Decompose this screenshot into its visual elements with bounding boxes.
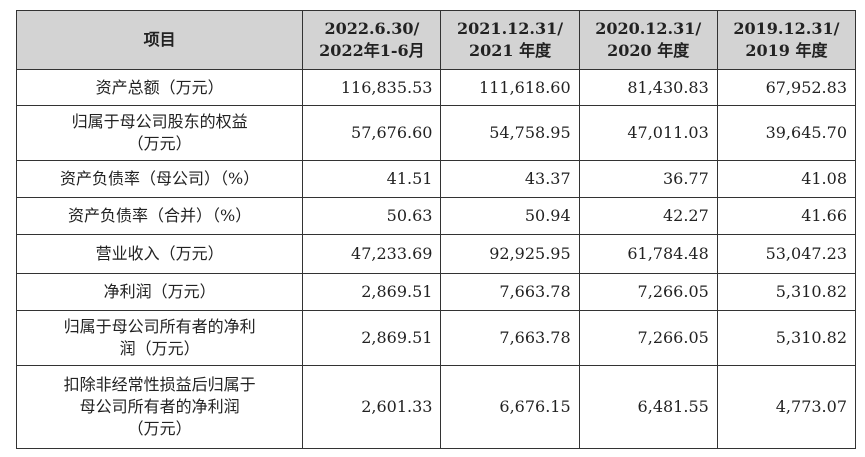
row-label: 资产负债率（合并）（%） [15,197,304,235]
table-row: 营业收入（万元） 47,233.69 92,925.95 61,784.48 5… [15,234,857,274]
row-label-line: 资产负债率（合并）（%） [68,206,252,225]
header-period-4: 2019.12.31/ 2019 年度 [716,10,857,70]
table-row: 资产负债率（合并）（%） 50.63 50.94 42.27 41.66 [15,197,857,235]
cell-value: 116,835.53 [302,69,442,106]
cell-value: 2,869.51 [302,310,442,366]
cell-value: 7,266.05 [578,310,718,366]
cell-value: 92,925.95 [440,234,580,274]
row-label: 扣除非经常性损益后归属于 母公司所有者的净利润 （万元） [15,365,304,449]
cell-value: 5,310.82 [716,310,857,366]
header-period-line2: 2020 年度 [607,41,690,60]
row-label-line: （万元） [127,419,192,438]
table-row: 归属于母公司股东的权益 （万元） 57,676.60 54,758.95 47,… [15,105,857,161]
cell-value: 67,952.83 [716,69,857,106]
header-period-line2: 2019 年度 [745,41,828,60]
row-label-line: 净利润（万元） [103,282,216,301]
cell-value: 7,266.05 [578,273,718,311]
cell-value: 2,601.33 [302,365,442,449]
cell-value: 5,310.82 [716,273,857,311]
header-period-line2: 2021 年度 [469,41,552,60]
header-period-3: 2020.12.31/ 2020 年度 [578,10,718,70]
cell-value: 43.37 [440,160,580,198]
row-label-line: 母公司所有者的净利润 [79,397,240,416]
cell-value: 47,011.03 [578,105,718,161]
cell-value: 42.27 [578,197,718,235]
cell-value: 6,481.55 [578,365,718,449]
table-row: 资产负债率（母公司）（%） 41.51 43.37 36.77 41.08 [15,160,857,198]
header-period-line1: 2020.12.31/ [595,19,702,38]
row-label: 归属于母公司股东的权益 （万元） [15,105,304,161]
cell-value: 36.77 [578,160,718,198]
row-label-line: 扣除非经常性损益后归属于 [63,375,256,394]
header-period-line1: 2022.6.30/ [324,19,420,38]
row-label: 资产负债率（母公司）（%） [15,160,304,198]
row-label-line: 润（万元） [119,339,200,358]
cell-value: 47,233.69 [302,234,442,274]
cell-value: 7,663.78 [440,310,580,366]
cell-value: 41.51 [302,160,442,198]
cell-value: 57,676.60 [302,105,442,161]
header-period-2: 2021.12.31/ 2021 年度 [440,10,580,70]
table-row: 归属于母公司所有者的净利 润（万元） 2,869.51 7,663.78 7,2… [15,310,857,366]
cell-value: 41.08 [716,160,857,198]
table-row: 净利润（万元） 2,869.51 7,663.78 7,266.05 5,310… [15,273,857,311]
row-label: 营业收入（万元） [15,234,304,274]
header-item: 项目 [15,10,304,70]
table-row: 扣除非经常性损益后归属于 母公司所有者的净利润 （万元） 2,601.33 6,… [15,365,857,449]
cell-value: 7,663.78 [440,273,580,311]
cell-value: 81,430.83 [578,69,718,106]
cell-value: 50.94 [440,197,580,235]
cell-value: 2,869.51 [302,273,442,311]
row-label: 归属于母公司所有者的净利 润（万元） [15,310,304,366]
row-label-line: 归属于母公司所有者的净利 [63,317,256,336]
cell-value: 4,773.07 [716,365,857,449]
cell-value: 53,047.23 [716,234,857,274]
header-period-line1: 2019.12.31/ [733,19,840,38]
cell-value: 41.66 [716,197,857,235]
row-label-line: 资产总额（万元） [95,77,224,97]
cell-value: 61,784.48 [578,234,718,274]
financial-summary-table: 项目 2022.6.30/ 2022年1-6月 2021.12.31/ 2021… [15,10,857,449]
cell-value: 54,758.95 [440,105,580,161]
header-period-line1: 2021.12.31/ [457,19,564,38]
cell-value: 39,645.70 [716,105,857,161]
header-row: 项目 2022.6.30/ 2022年1-6月 2021.12.31/ 2021… [15,10,857,70]
cell-value: 6,676.15 [440,365,580,449]
header-period-line2: 2022年1-6月 [319,41,425,60]
table-row: 资产总额（万元） 116,835.53 111,618.60 81,430.83… [15,69,857,106]
row-label: 净利润（万元） [15,273,304,311]
row-label: 资产总额（万元） [15,69,304,106]
row-label-line: 归属于母公司股东的权益 [71,112,248,131]
row-label-line: 营业收入（万元） [95,244,224,263]
cell-value: 111,618.60 [440,69,580,106]
cell-value: 50.63 [302,197,442,235]
row-label-line: 资产负债率（母公司）（%） [60,169,260,188]
row-label-line: （万元） [127,134,192,153]
header-period-1: 2022.6.30/ 2022年1-6月 [302,10,442,70]
